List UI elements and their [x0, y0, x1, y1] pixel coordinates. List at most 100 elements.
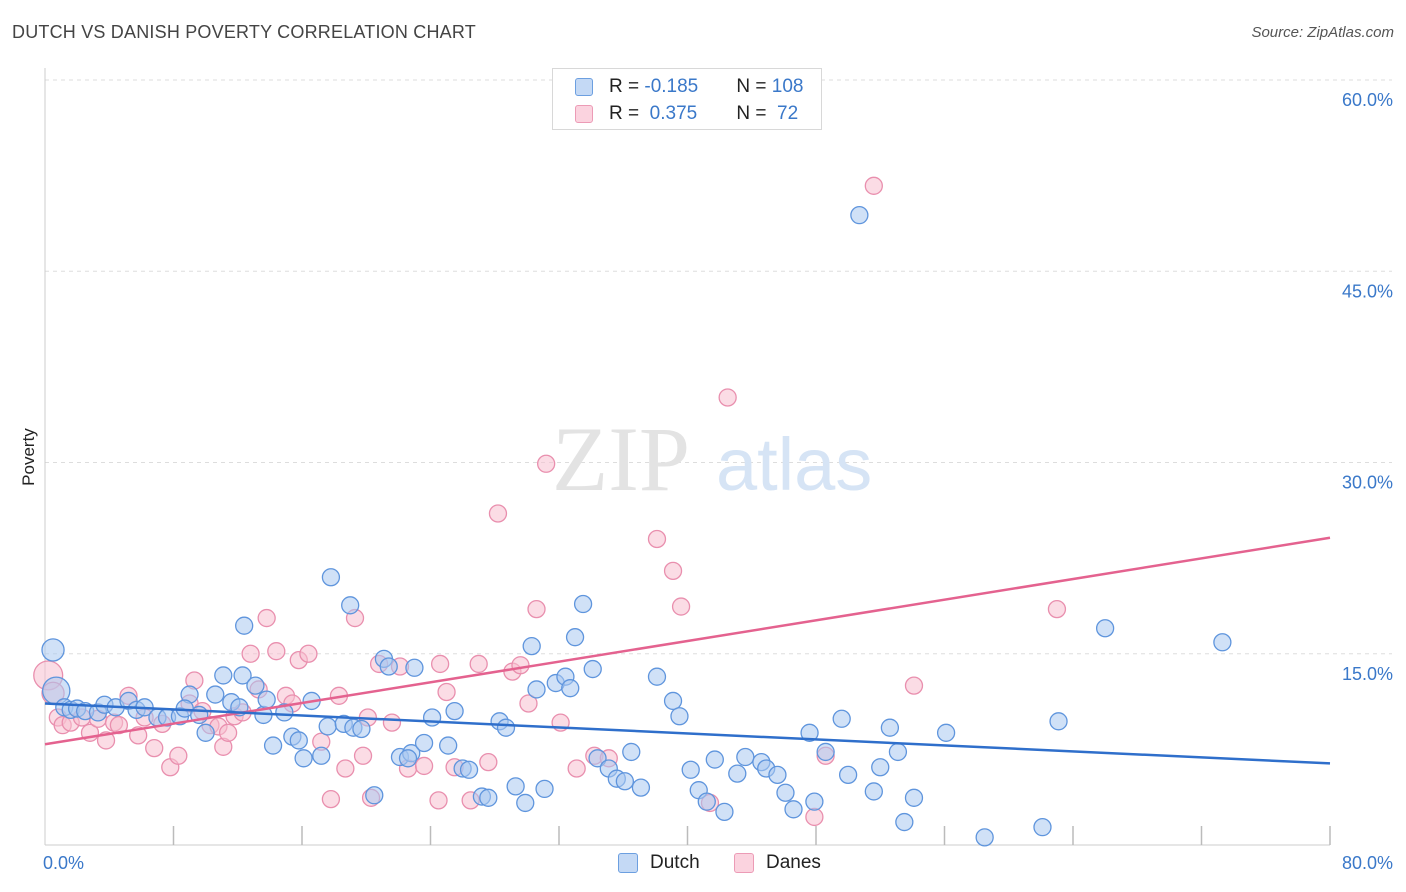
dutch-point — [805, 792, 824, 811]
dutch-point — [588, 749, 607, 768]
y-tick-label-30: 30.0% — [1342, 473, 1393, 493]
dutch-point — [705, 750, 724, 769]
danes-point — [567, 759, 586, 778]
danes-point — [299, 644, 318, 663]
dutch-point — [398, 749, 418, 768]
danes-point — [169, 746, 188, 765]
dutch-point — [206, 685, 225, 704]
danes-point — [429, 791, 448, 810]
dutch-point — [516, 793, 535, 813]
dutch-point — [1033, 818, 1052, 837]
dutch-point — [736, 747, 755, 767]
dutch-point — [479, 788, 498, 807]
chart-title: DUTCH VS DANISH POVERTY CORRELATION CHAR… — [12, 22, 476, 42]
dutch-point — [670, 707, 689, 726]
dutch-point — [196, 723, 215, 742]
dutch-point — [341, 596, 360, 615]
dutch-point — [565, 628, 585, 647]
legend-danes-label: Danes — [766, 852, 821, 873]
dutch-point — [535, 779, 554, 799]
danes-point — [241, 644, 260, 663]
correlation-legend: R = -0.185 N = 108 R = 0.375 N = 72 — [552, 68, 822, 130]
watermark-atlas: atlas — [716, 423, 872, 506]
dutch-point — [816, 742, 835, 762]
danes-point — [864, 176, 883, 195]
danes-point — [519, 694, 538, 713]
legend-dutch-n-value: 108 — [771, 76, 804, 97]
dutch-point — [864, 782, 883, 801]
dutch-point — [715, 802, 734, 821]
legend-item-dutch[interactable]: Dutch — [618, 852, 700, 874]
legend-danes-n-value: 72 — [771, 103, 799, 124]
dutch-point — [352, 719, 371, 739]
y-axis-label: Poverty — [19, 428, 38, 486]
dutch-point — [888, 742, 908, 762]
dutch-point — [583, 659, 602, 679]
dutch-point — [246, 676, 265, 695]
dutch-point — [838, 765, 858, 785]
dutch-point — [233, 666, 252, 685]
dutch-point — [522, 636, 541, 656]
dutch-point — [647, 667, 667, 686]
danes-point — [1047, 599, 1067, 619]
danes-legend-swatch — [734, 853, 754, 873]
dutch-point — [445, 701, 464, 721]
danes-point — [805, 807, 824, 827]
y-tick-label-15: 15.0% — [1342, 664, 1393, 684]
danes-point — [488, 504, 508, 523]
y-tick-label-60: 60.0% — [1342, 90, 1393, 110]
dutch-point — [321, 568, 341, 587]
grid-lines — [45, 79, 1392, 655]
dutch-point — [1213, 633, 1232, 652]
dutch-point — [257, 690, 276, 709]
dutch-point — [768, 765, 787, 785]
dutch-point — [506, 777, 525, 796]
legend-row-dutch: R = -0.185 N = 108 — [575, 75, 803, 99]
legend-danes-r-label: R = — [609, 103, 645, 124]
dutch-point — [1049, 712, 1068, 731]
dutch-point — [975, 828, 994, 847]
danes-point — [527, 599, 546, 619]
dutch-point — [936, 723, 956, 742]
dutch-point — [561, 679, 580, 698]
legend-dutch-n-label: N = — [736, 76, 772, 97]
danes-point — [430, 654, 450, 674]
watermark: ZIP atlas — [552, 408, 872, 510]
axes — [44, 68, 1331, 846]
danes-point — [145, 738, 164, 758]
danes-trend-line — [44, 536, 1331, 746]
danes-point — [353, 746, 373, 765]
dutch-point — [895, 812, 914, 832]
danes-point — [537, 454, 556, 473]
dutch-point — [414, 733, 434, 753]
dutch-point — [405, 658, 424, 677]
legend-item-danes[interactable]: Danes — [734, 852, 821, 874]
dutch-swatch — [575, 78, 593, 96]
danes-point — [437, 682, 456, 702]
dutch-point — [318, 717, 337, 736]
dutch-point — [275, 703, 294, 722]
danes-point — [414, 756, 434, 776]
dutch-point — [728, 764, 747, 783]
dutch-point — [904, 788, 924, 807]
danes-point — [469, 654, 488, 674]
dutch-point — [663, 691, 683, 711]
danes-point — [382, 713, 402, 732]
dutch-point — [422, 708, 442, 727]
dutch-point — [312, 746, 331, 765]
watermark-zip: ZIP — [552, 408, 690, 510]
dutch-point — [850, 205, 869, 225]
dutch-point — [681, 760, 700, 779]
legend-danes-r-value: 0.375 — [644, 103, 698, 124]
dutch-point — [263, 736, 283, 755]
danes-swatch — [575, 105, 593, 123]
dutch-point — [776, 783, 795, 802]
x-tick-label-max: 80.0% — [1342, 853, 1393, 873]
dutch-point — [573, 594, 593, 614]
danes-point — [321, 789, 341, 809]
trend-lines — [44, 536, 1331, 765]
dutch-point — [214, 666, 233, 685]
dutch-point — [496, 718, 516, 737]
legend-dutch-r-value: -0.185 — [644, 76, 699, 97]
